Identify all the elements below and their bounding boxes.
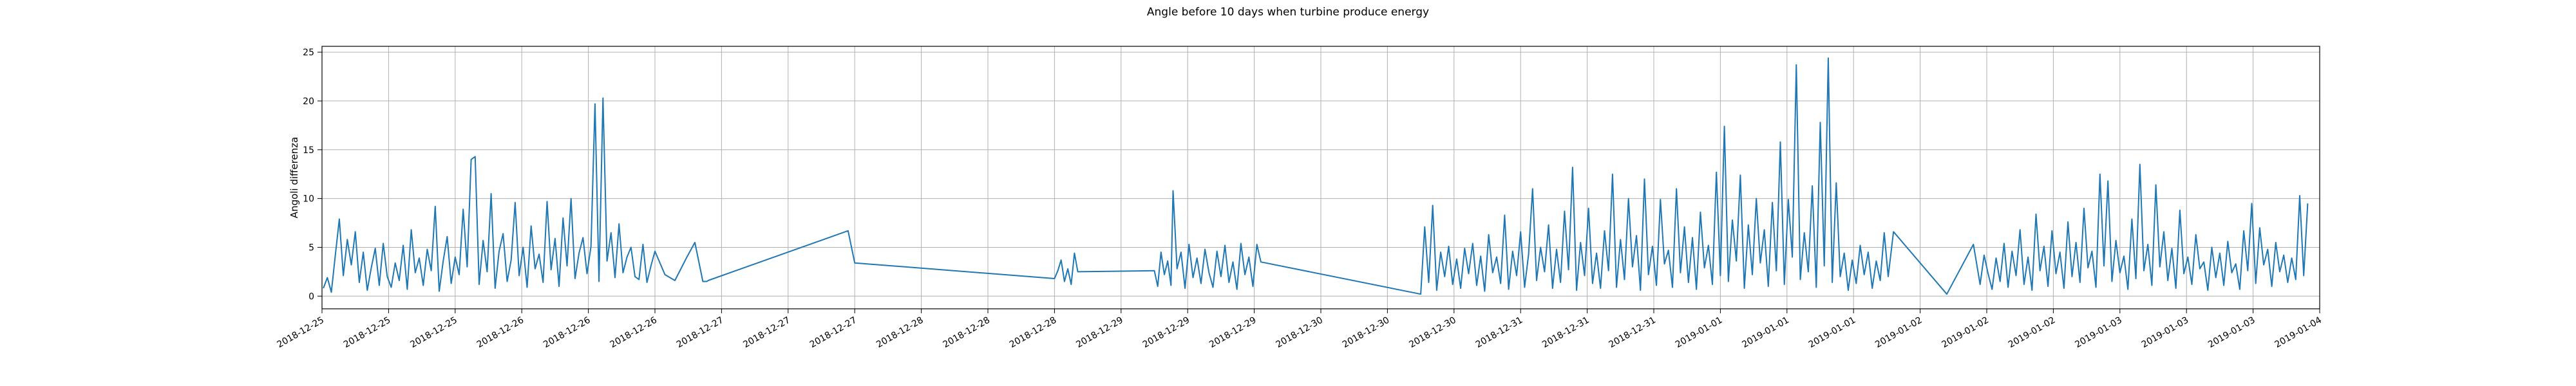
x-tick-label: 2019-01-04 [2273, 315, 2324, 351]
x-tick-label: 2018-12-25 [342, 315, 392, 351]
x-tick-label: 2018-12-29 [1208, 315, 1258, 351]
x-tick-label: 2018-12-31 [1474, 315, 1524, 351]
x-tick-label: 2019-01-02 [2007, 315, 2057, 351]
series-group [323, 57, 2309, 295]
x-tick-label: 2019-01-03 [2206, 315, 2257, 351]
x-tick-label: 2019-01-03 [2140, 315, 2190, 351]
x-tick-label: 2018-12-29 [1074, 315, 1124, 351]
x-tick-label: 2019-01-02 [1873, 315, 1924, 351]
y-tick-label: 0 [308, 291, 314, 302]
x-tick-label: 2018-12-28 [942, 315, 992, 351]
x-tick-label: 2019-01-03 [2073, 315, 2123, 351]
y-tick-label: 25 [303, 48, 314, 58]
x-tick-label: 2018-12-31 [1540, 315, 1591, 351]
x-tick-label: 2018-12-30 [1407, 315, 1457, 351]
y-tick-label: 20 [303, 96, 314, 107]
x-tick-label: 2019-01-01 [1807, 315, 1857, 351]
y-axis: 0 5 10 15 20 25 [303, 48, 322, 302]
x-tick-label: 2018-12-27 [808, 315, 858, 351]
x-tick-label: 2019-01-01 [1740, 315, 1790, 351]
y-tick-label: 5 [308, 243, 314, 253]
y-axis-label: Angoli differenza [289, 137, 300, 218]
x-tick-label: 2018-12-30 [1341, 315, 1391, 351]
x-tick-label: 2019-01-01 [1674, 315, 1724, 351]
x-tick-label: 2018-12-28 [1008, 315, 1058, 351]
x-axis: 2018-12-25 2018-12-25 2018-12-25 2018-12-26… [276, 309, 2324, 350]
x-tick-label: 2018-12-28 [875, 315, 925, 351]
y-grid [322, 51, 2320, 297]
x-tick-label: 2019-01-02 [1940, 315, 1991, 351]
y-tick-label: 10 [303, 194, 314, 205]
x-grid [321, 46, 2320, 309]
x-tick-label: 2018-12-26 [475, 315, 526, 351]
x-tick-label: 2018-12-27 [741, 315, 791, 351]
x-tick-label: 2018-12-29 [1141, 315, 1191, 351]
x-tick-label: 2018-12-30 [1274, 315, 1325, 351]
x-tick-label: 2018-12-26 [542, 315, 592, 351]
x-tick-label: 2018-12-25 [408, 315, 459, 351]
x-tick-label: 2018-12-26 [609, 315, 659, 351]
series-line [323, 57, 2309, 295]
x-tick-label: 2018-12-27 [675, 315, 725, 351]
y-tick-label: 15 [303, 145, 314, 156]
x-tick-label: 2018-12-25 [276, 315, 326, 351]
x-tick-label: 2018-12-31 [1607, 315, 1658, 351]
chart-title: Angle before 10 days when turbine produc… [1147, 6, 1429, 19]
